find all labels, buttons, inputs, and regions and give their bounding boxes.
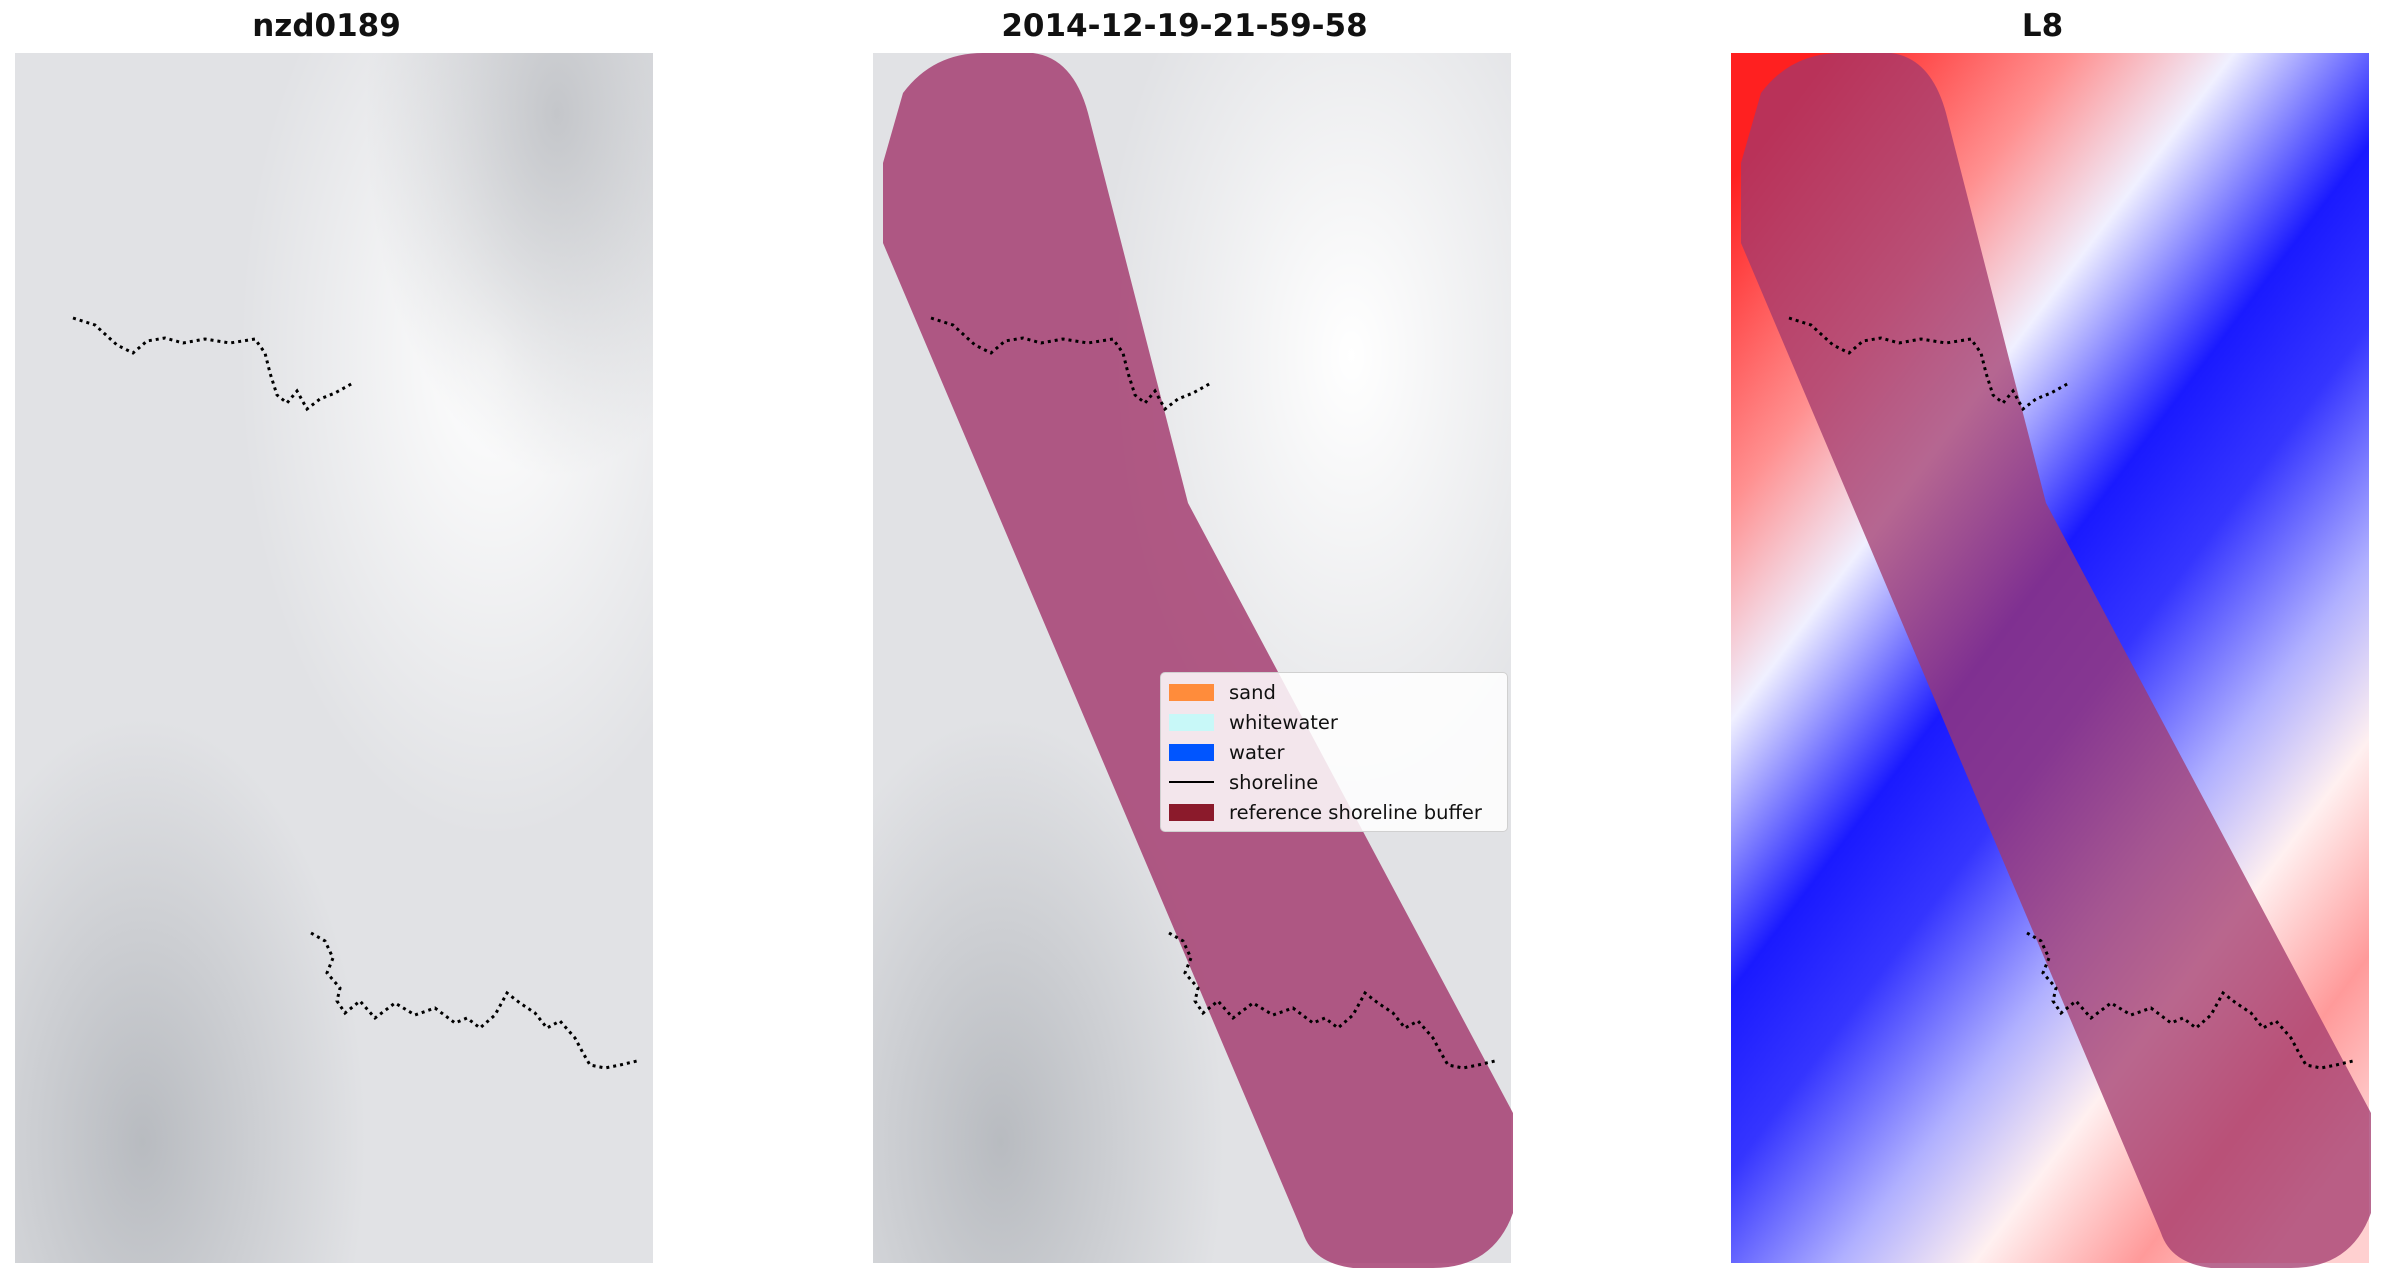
shoreline-line-swatch [1169, 781, 1214, 783]
legend: sand whitewater water shoreline referenc… [1160, 672, 1508, 832]
legend-item-sand: sand [1169, 679, 1276, 705]
legend-item-shoreline: shoreline [1169, 769, 1318, 795]
reference-shoreline-buffer [883, 53, 1513, 1268]
panel-title: nzd0189 [252, 8, 401, 44]
index-image [1731, 53, 2371, 1268]
shoreline-upper [1788, 316, 2070, 412]
classified-image [873, 53, 1513, 1268]
legend-label: whitewater [1229, 710, 1338, 734]
legend-item-water: water [1169, 739, 1285, 765]
grayscale-image [15, 53, 653, 1263]
reference-shoreline-buffer [1741, 53, 2371, 1268]
buffer-swatch [1169, 803, 1214, 821]
panel-title: L8 [2021, 8, 2064, 44]
water-swatch [1169, 743, 1214, 761]
whitewater-swatch [1169, 713, 1214, 731]
legend-label: sand [1229, 680, 1276, 704]
legend-label: water [1229, 740, 1285, 764]
panel-classified: 2014-12-19-21-59-58 [858, 0, 1558, 1283]
legend-item-buffer: reference shoreline buffer [1169, 799, 1482, 825]
panel-grayscale: nzd0189 [0, 0, 700, 1283]
shoreline-upper [72, 316, 354, 412]
shoreline-upper [930, 316, 1212, 412]
legend-item-whitewater: whitewater [1169, 709, 1338, 735]
panel-index: L8 [1716, 0, 2387, 1283]
sand-swatch [1169, 683, 1214, 701]
legend-label: shoreline [1229, 770, 1319, 794]
panel-title: 2014-12-19-21-59-58 [1001, 8, 1368, 44]
legend-label: reference shoreline buffer [1229, 800, 1482, 824]
